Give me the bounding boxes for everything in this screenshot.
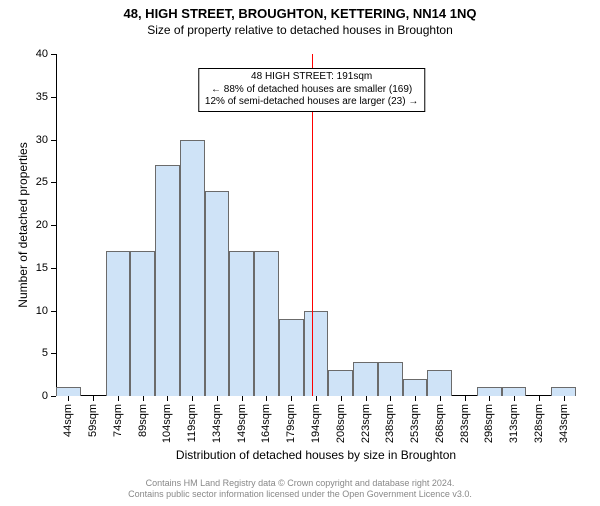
chart-subtitle: Size of property relative to detached ho… <box>0 23 600 37</box>
ytick-label: 15 <box>36 262 48 274</box>
xtick-mark <box>341 396 342 401</box>
xtick-mark <box>465 396 466 401</box>
xtick-label: 268sqm <box>434 404 446 443</box>
ytick-mark <box>51 182 56 183</box>
x-axis-label: Distribution of detached houses by size … <box>56 448 576 462</box>
annotation-line-1: 48 HIGH STREET: 191sqm <box>205 71 418 84</box>
xtick-mark <box>118 396 119 401</box>
histogram-bar <box>254 251 279 396</box>
xtick-mark <box>68 396 69 401</box>
histogram-bar <box>403 379 428 396</box>
ytick-mark <box>51 396 56 397</box>
ytick-mark <box>51 54 56 55</box>
footer-attribution: Contains HM Land Registry data © Crown c… <box>0 478 600 500</box>
xtick-label: 343sqm <box>558 404 570 443</box>
annotation-box: 48 HIGH STREET: 191sqm← 88% of detached … <box>198 68 425 112</box>
annotation-line-2: ← 88% of detached houses are smaller (16… <box>205 84 418 97</box>
histogram-bar <box>106 251 131 396</box>
ytick-label: 35 <box>36 91 48 103</box>
ytick-mark <box>51 97 56 98</box>
histogram-bar <box>427 370 452 396</box>
ytick-label: 0 <box>42 390 48 402</box>
xtick-label: 164sqm <box>260 404 272 443</box>
xtick-mark <box>192 396 193 401</box>
xtick-mark <box>291 396 292 401</box>
histogram-bar <box>353 362 378 396</box>
ytick-mark <box>51 311 56 312</box>
xtick-label: 328sqm <box>533 404 545 443</box>
xtick-label: 44sqm <box>62 404 74 437</box>
ytick-label: 5 <box>42 347 48 359</box>
histogram-bar <box>502 387 527 396</box>
xtick-label: 179sqm <box>285 404 297 443</box>
xtick-label: 104sqm <box>161 404 173 443</box>
histogram-bar <box>229 251 254 396</box>
histogram-bar <box>304 311 329 397</box>
xtick-label: 238sqm <box>384 404 396 443</box>
xtick-mark <box>93 396 94 401</box>
ytick-label: 20 <box>36 219 48 231</box>
xtick-mark <box>366 396 367 401</box>
histogram-bar <box>477 387 502 396</box>
xtick-mark <box>415 396 416 401</box>
chart-area: 051015202530354044sqm59sqm74sqm89sqm104s… <box>56 54 576 396</box>
ytick-mark <box>51 353 56 354</box>
footer-line-2: Contains public sector information licen… <box>0 489 600 500</box>
xtick-label: 253sqm <box>409 404 421 443</box>
histogram-bar <box>279 319 304 396</box>
y-axis-line <box>56 54 57 396</box>
xtick-label: 134sqm <box>211 404 223 443</box>
histogram-bar <box>180 140 205 397</box>
histogram-bar <box>130 251 155 396</box>
xtick-label: 119sqm <box>186 404 198 442</box>
xtick-mark <box>217 396 218 401</box>
xtick-mark <box>143 396 144 401</box>
xtick-label: 89sqm <box>137 404 149 437</box>
xtick-mark <box>266 396 267 401</box>
xtick-label: 313sqm <box>508 404 520 443</box>
ytick-mark <box>51 140 56 141</box>
ytick-label: 30 <box>36 134 48 146</box>
xtick-mark <box>390 396 391 401</box>
xtick-mark <box>167 396 168 401</box>
ytick-mark <box>51 268 56 269</box>
xtick-mark <box>440 396 441 401</box>
xtick-label: 223sqm <box>360 404 372 443</box>
annotation-line-3: 12% of semi-detached houses are larger (… <box>205 96 418 109</box>
xtick-label: 74sqm <box>112 404 124 437</box>
histogram-bar <box>205 191 230 396</box>
xtick-mark <box>539 396 540 401</box>
xtick-mark <box>242 396 243 401</box>
xtick-mark <box>489 396 490 401</box>
xtick-label: 298sqm <box>483 404 495 443</box>
xtick-label: 283sqm <box>459 404 471 443</box>
ytick-label: 25 <box>36 176 48 188</box>
histogram-bar <box>328 370 353 396</box>
plot-inner: 051015202530354044sqm59sqm74sqm89sqm104s… <box>56 54 576 396</box>
xtick-label: 149sqm <box>236 404 248 443</box>
xtick-label: 208sqm <box>335 404 347 443</box>
ytick-label: 10 <box>36 305 48 317</box>
chart-title: 48, HIGH STREET, BROUGHTON, KETTERING, N… <box>0 6 600 21</box>
ytick-label: 40 <box>36 48 48 60</box>
histogram-bar <box>551 387 576 396</box>
histogram-bar <box>155 165 180 396</box>
histogram-bar <box>378 362 403 396</box>
xtick-mark <box>564 396 565 401</box>
y-axis-label: Number of detached properties <box>16 142 30 307</box>
xtick-label: 59sqm <box>87 404 99 437</box>
ytick-mark <box>51 225 56 226</box>
histogram-bar <box>56 387 81 396</box>
footer-line-1: Contains HM Land Registry data © Crown c… <box>0 478 600 489</box>
xtick-label: 194sqm <box>310 404 322 443</box>
xtick-mark <box>514 396 515 401</box>
xtick-mark <box>316 396 317 401</box>
